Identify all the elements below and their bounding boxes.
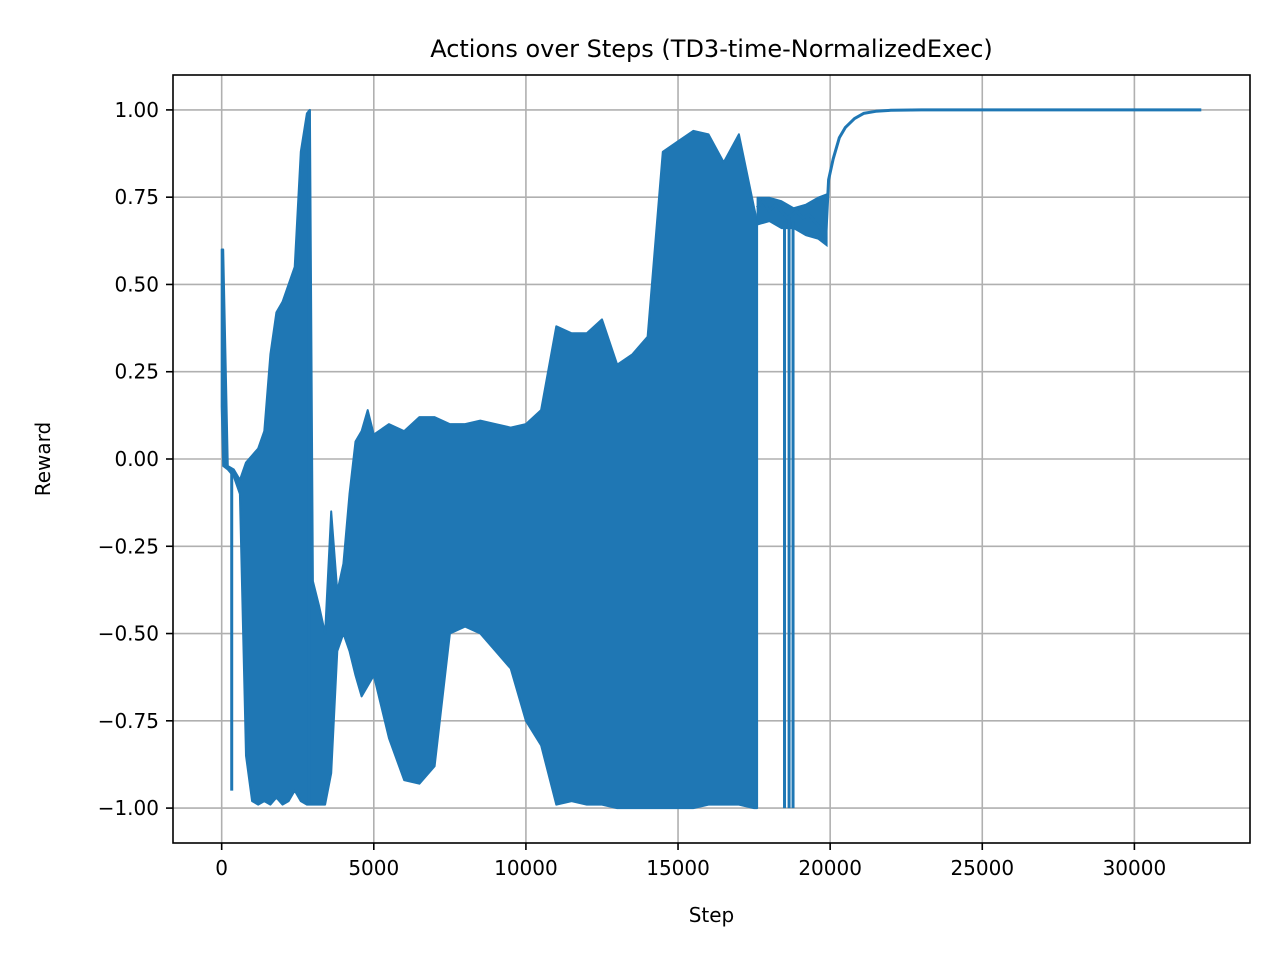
y-tick-label: 0.25 [114,360,159,384]
x-axis-label: Step [689,903,735,927]
x-tick-label: 5000 [348,856,399,880]
x-tick-label: 10000 [494,856,558,880]
x-tick-label: 15000 [646,856,710,880]
ticks: 0 5000 10000 15000 20000 25000 30000 −1.00 −0.75… [98,98,1166,880]
x-tick-label: 30000 [1103,856,1167,880]
series-line [220,108,1202,810]
chart-title: Actions over Steps (TD3-time-NormalizedE… [430,35,993,63]
y-tick-label: 0.50 [114,272,159,296]
y-tick-label: 1.00 [114,98,159,122]
y-tick-label: −1.00 [98,796,159,820]
x-tick-label: 25000 [950,856,1014,880]
series-band [220,108,759,810]
y-tick-label: −0.75 [98,709,159,733]
y-tick-label: 0.75 [114,185,159,209]
y-tick-label: −0.50 [98,622,159,646]
x-tick-label: 0 [215,856,228,880]
y-tick-label: 0.00 [114,447,159,471]
x-tick-label: 20000 [798,856,862,880]
y-axis-label: Reward [31,422,55,496]
y-tick-label: −0.25 [98,534,159,558]
series-tail-line [755,108,1202,241]
